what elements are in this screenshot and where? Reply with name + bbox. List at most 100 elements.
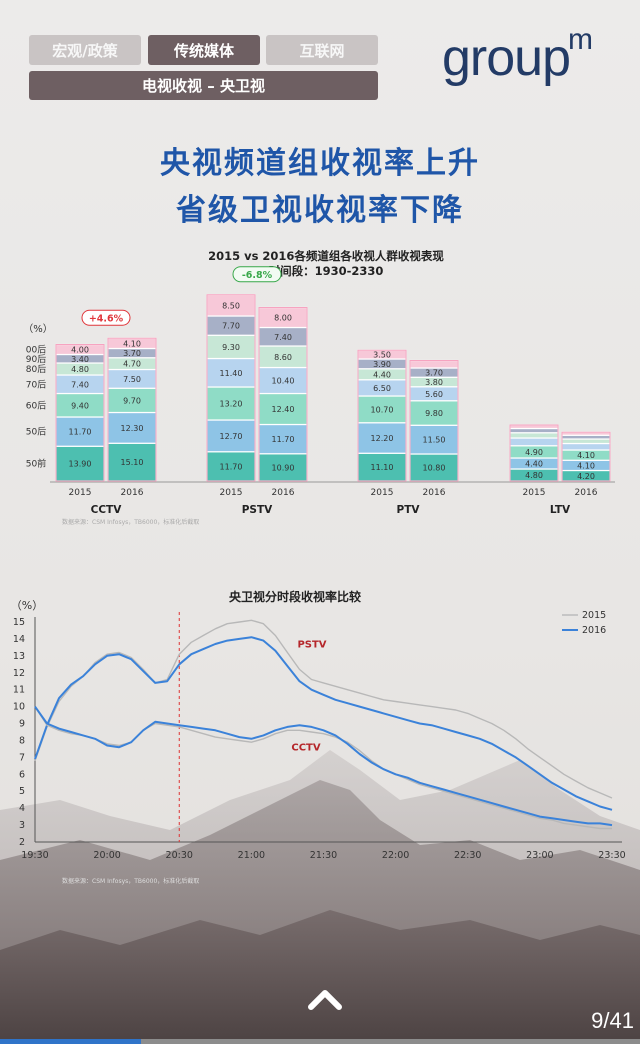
y-tick-label: 13 (13, 651, 25, 662)
tab-internet[interactable]: 互联网 (266, 35, 378, 65)
line-series-pstv-2016 (34, 636, 613, 811)
line-chart-ylabel: （%） (11, 599, 43, 612)
bar-value-label: 13.90 (69, 460, 92, 469)
x-tick-label: 22:00 (382, 850, 409, 861)
bar-value-label: 4.40 (373, 370, 391, 379)
x-tick-label: 23:00 (526, 850, 553, 861)
bar-value-label: 7.40 (71, 380, 89, 389)
bar-value-label: 15.10 (121, 458, 144, 467)
bar-chart: 2015 vs 2016各频道组各收视人群收视表现 时间段：1930-2330 … (23, 249, 615, 526)
line-chart-title: 央卫视分时段收视率比较 (229, 589, 361, 604)
y-tick-label: 6 (19, 769, 25, 780)
bar-value-label: 4.80 (525, 471, 543, 480)
bar-group-label: CCTV (91, 504, 123, 516)
section-title: 电视收视 – 央卫视 (29, 71, 378, 100)
bar-year-label: 2016 (423, 488, 446, 498)
bar-value-label: 3.80 (425, 378, 443, 387)
bar-value-label: 11.10 (371, 463, 394, 472)
bar-outline (561, 431, 611, 482)
x-tick-label: 21:00 (238, 850, 265, 861)
bar-segment (509, 427, 559, 434)
bar-value-label: 7.70 (222, 322, 240, 331)
bar-outline (107, 337, 157, 482)
bar-value-label: 4.80 (71, 365, 89, 374)
y-tick-label: 12 (13, 668, 25, 679)
bar-chart-ylabel: （%） (23, 323, 53, 335)
x-tick-label: 19:30 (21, 850, 48, 861)
tab-traditional-media[interactable]: 传统媒体 (148, 35, 260, 65)
age-group-label: 90后 (26, 354, 46, 365)
change-badge-text: +4.6% (89, 313, 124, 324)
bar-value-label: 11.50 (423, 436, 446, 445)
line-series-cctv-2015 (34, 706, 612, 830)
mountain-background (0, 750, 640, 1044)
x-tick-label: 21:30 (310, 850, 337, 861)
headline-line2: 省级卫视收视率下降 (176, 193, 464, 228)
bar-value-label: 4.40 (525, 460, 543, 469)
bar-value-label: 4.00 (71, 346, 89, 355)
bar-value-label: 4.70 (123, 360, 141, 369)
bar-value-label: 7.50 (123, 375, 141, 384)
bar-value-label: 13.20 (220, 400, 243, 409)
bar-year-label: 2015 (371, 488, 394, 498)
line-series-cctv-2016 (34, 706, 613, 827)
bar-value-label: 6.50 (373, 384, 391, 393)
bar-segment (509, 437, 559, 447)
x-tick-label: 20:00 (93, 850, 120, 861)
change-badge (81, 309, 131, 326)
bar-chart-subtitle: 时间段：1930-2330 (269, 264, 384, 278)
bar-outline (357, 349, 407, 482)
age-group-label: 00后 (26, 345, 46, 356)
age-group-label: 60后 (26, 400, 46, 411)
line-chart-source: 数据来源：CSM Infosys，TB6000，标准化后截取 (62, 877, 199, 885)
age-group-label: 50后 (26, 427, 46, 438)
bar-value-label: 4.90 (525, 448, 543, 457)
bar-year-label: 2015 (220, 488, 243, 498)
bar-value-label: 12.30 (121, 424, 144, 433)
line-series-pstv-2015 (34, 619, 613, 799)
age-group-label: 70后 (26, 379, 46, 390)
bar-value-label: 8.50 (222, 301, 240, 310)
bar-value-label: 4.10 (577, 451, 595, 460)
y-tick-label: 8 (19, 735, 25, 746)
series-label-pstv: PSTV (297, 639, 326, 650)
y-tick-label: 9 (19, 719, 25, 730)
tab-macro-policy[interactable]: 宏观/政策 (29, 35, 141, 65)
bar-value-label: 8.00 (274, 314, 292, 323)
bar-group-label: LTV (550, 504, 571, 516)
bar-value-label: 4.20 (577, 472, 595, 481)
bar-year-label: 2016 (575, 488, 598, 498)
bar-value-label: 9.40 (71, 401, 89, 410)
bar-value-label: 3.70 (425, 369, 443, 378)
y-tick-label: 4 (19, 803, 25, 814)
bar-chart-source: 数据来源：CSM Infosys，TB6000，标准化后截取 (62, 518, 199, 526)
bar-outline (206, 294, 256, 482)
chevron-up-icon[interactable] (305, 985, 345, 1013)
bar-group-label: PSTV (242, 504, 273, 516)
groupm-logo: groupm (442, 22, 593, 87)
bar-value-label: 9.30 (222, 343, 240, 352)
x-tick-label: 22:30 (454, 850, 481, 861)
age-group-label: 50前 (26, 458, 46, 470)
bar-value-label: 12.70 (220, 432, 243, 441)
bar-segment (107, 411, 157, 444)
bar-value-label: 5.60 (425, 390, 443, 399)
y-tick-label: 15 (13, 617, 25, 628)
bar-year-label: 2015 (523, 488, 546, 498)
bar-chart-title: 2015 vs 2016各频道组各收视人群收视表现 (208, 249, 444, 263)
bar-segment (561, 438, 611, 445)
bar-group-label: PTV (397, 504, 421, 516)
bar-value-label: 3.70 (123, 349, 141, 358)
bar-value-label: 3.90 (373, 360, 391, 369)
bar-outline (55, 344, 105, 482)
age-group-label: 80后 (26, 364, 46, 375)
bar-value-label: 8.60 (274, 353, 292, 362)
progress-bar (0, 1039, 640, 1044)
headline-line1: 央视频道组收视率上升 (160, 146, 480, 181)
legend-label: 2015 (582, 610, 606, 621)
change-badge (232, 266, 282, 283)
bar-value-label: 10.70 (371, 405, 394, 414)
bar-segment (409, 359, 459, 369)
bar-value-label: 11.70 (272, 435, 295, 444)
bar-value-label: 10.40 (272, 377, 295, 386)
